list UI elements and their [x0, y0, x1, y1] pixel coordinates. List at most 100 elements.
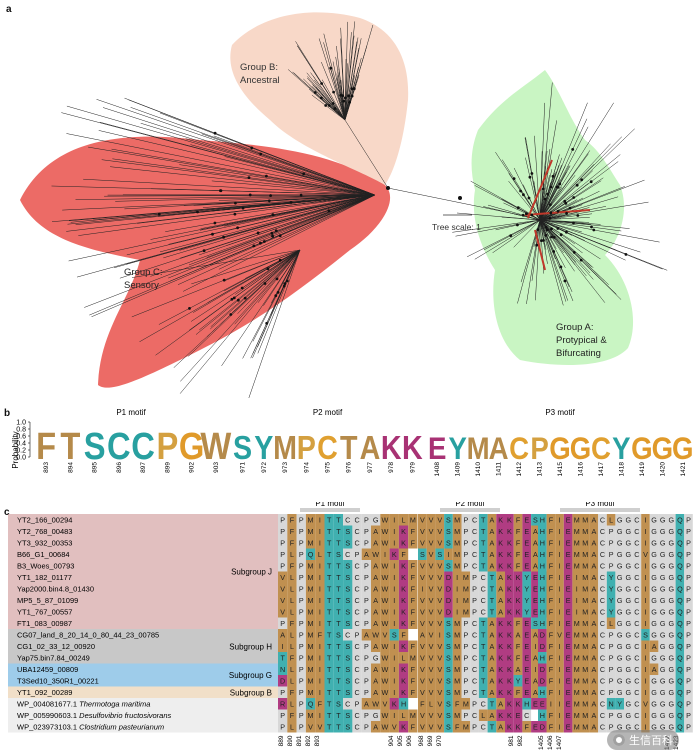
- alignment-cell: [598, 652, 607, 664]
- group-b-branch: [344, 58, 347, 121]
- alignment-residue: P: [686, 516, 691, 525]
- alignment-residue: G: [617, 665, 623, 674]
- alignment-residue: K: [401, 573, 406, 582]
- alignment-residue: T: [327, 711, 332, 720]
- alignment-cell: [624, 594, 633, 606]
- alignment-residue: C: [472, 665, 477, 674]
- group-c-branch: [67, 194, 376, 225]
- group-a-node: [565, 211, 568, 215]
- alignment-residue: G: [617, 711, 623, 720]
- alignment-residue: I: [393, 677, 395, 686]
- alignment-residue: T: [481, 688, 486, 697]
- alignment-cell: [452, 560, 462, 572]
- group-a-node: [552, 235, 556, 239]
- group-c-node: [229, 313, 233, 316]
- alignment-residue: G: [626, 711, 632, 720]
- alignment-cell: [408, 709, 418, 721]
- alignment-cell: [496, 675, 505, 687]
- alignment-cell: [531, 537, 540, 549]
- alignment-residue: Y: [609, 608, 614, 617]
- alignment-residue: C: [634, 619, 639, 628]
- alignment-cell: [380, 709, 390, 721]
- alignment-residue: K: [392, 700, 397, 709]
- alignment-cell: [615, 560, 624, 572]
- alignment-residue: P: [463, 677, 468, 686]
- alignment-cell: [589, 537, 599, 549]
- alignment-cell: [324, 663, 334, 675]
- alignment-cell: [435, 617, 445, 629]
- alignment-cell: [418, 675, 427, 687]
- alignment-residue: G: [660, 631, 666, 640]
- alignment-residue: T: [336, 516, 341, 525]
- alignment-residue: M: [410, 654, 416, 663]
- alignment-cell: [444, 606, 453, 618]
- alignment-residue: G: [669, 585, 675, 594]
- alignment-residue: K: [401, 619, 406, 628]
- group-b-branch: [308, 88, 346, 121]
- alignment-cell: [658, 617, 667, 629]
- group-a-branch: [539, 219, 591, 274]
- alignment-residue: S: [446, 642, 451, 651]
- group-a-branch: [539, 118, 588, 221]
- alignment-cell: [315, 606, 325, 618]
- reference-band: [8, 698, 278, 733]
- alignment-position-label: 1406: [547, 735, 554, 750]
- alignment-cell: [667, 548, 676, 560]
- alignment-residue: F: [411, 585, 416, 594]
- alignment-cell: [487, 698, 497, 710]
- group-a-branch: [539, 219, 663, 270]
- alignment-residue: E: [566, 677, 571, 686]
- alignment-residue: P: [609, 631, 614, 640]
- alignment-residue: M: [582, 596, 588, 605]
- group-a-node: [580, 178, 584, 182]
- alignment-cell: [305, 721, 316, 733]
- alignment-cell: [470, 663, 479, 675]
- alignment-cell: [398, 675, 409, 687]
- phylogenetic-tree: Tree scale: 1 Group B: Ancestral Group C…: [20, 12, 668, 398]
- alignment-residue: C: [354, 516, 359, 525]
- alignment-residue: P: [364, 573, 369, 582]
- alignment-residue: I: [645, 585, 647, 594]
- group-c-node: [275, 277, 279, 281]
- alignment-residue: M: [463, 723, 469, 732]
- alignment-cell: [589, 525, 599, 537]
- alignment-residue: V: [420, 619, 425, 628]
- alignment-cell: [581, 698, 590, 710]
- alignment-cell: [641, 514, 650, 526]
- tree-trunk-b: [344, 119, 389, 189]
- alignment-cell: [398, 583, 409, 595]
- alignment-cell: [444, 686, 453, 698]
- alignment-residue: T: [327, 723, 332, 732]
- alignment-residue: V: [429, 631, 434, 640]
- alignment-cell: [470, 537, 479, 549]
- alignment-residue: P: [299, 723, 304, 732]
- alignment-residue: P: [472, 608, 477, 617]
- group-c-branch: [221, 249, 301, 367]
- alignment-cell: [371, 571, 381, 583]
- alignment-residue: M: [463, 596, 469, 605]
- alignment-residue: E: [533, 573, 538, 582]
- alignment-residue: K: [498, 665, 503, 674]
- alignment-residue: K: [507, 596, 512, 605]
- alignment-residue: G: [669, 665, 675, 674]
- alignment-cell: [563, 709, 573, 721]
- alignment-residue: C: [634, 711, 639, 720]
- alignment-residue: C: [634, 516, 639, 525]
- alignment-cell: [546, 675, 556, 687]
- alignment-residue: I: [447, 550, 449, 559]
- group-c-branch: [234, 249, 301, 325]
- alignment-residue: P: [609, 527, 614, 536]
- alignment-row-label: CG07_land_8_20_14_0_80_44_23_00785: [17, 631, 159, 640]
- alignment-residue: A: [533, 677, 538, 686]
- alignment-cell: [324, 560, 334, 572]
- alignment-residue: G: [669, 596, 675, 605]
- alignment-cell: [572, 629, 581, 641]
- alignment-residue: M: [308, 619, 314, 628]
- alignment-cell: [538, 525, 547, 537]
- alignment-residue: K: [507, 711, 512, 720]
- alignment-residue: T: [336, 654, 341, 663]
- alignment-cell: [426, 698, 436, 710]
- alignment-residue: I: [319, 585, 321, 594]
- alignment-residue: I: [319, 642, 321, 651]
- logo-position-label: 1409: [455, 462, 462, 477]
